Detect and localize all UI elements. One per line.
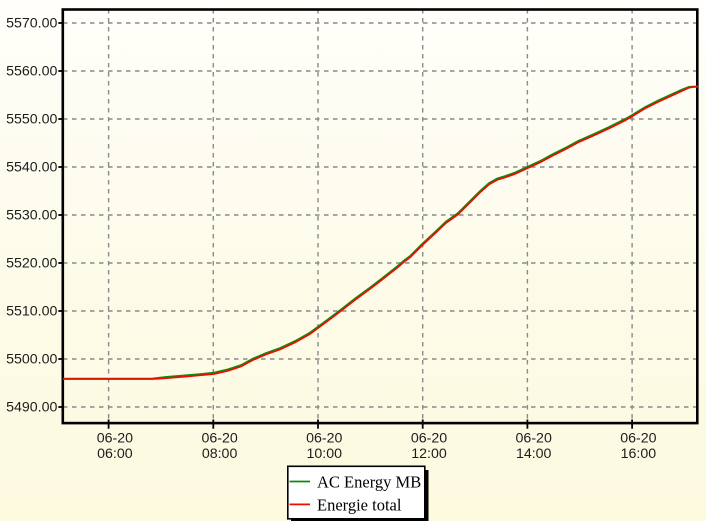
svg-text:5510.00: 5510.00 <box>6 303 57 319</box>
svg-text:5530.00: 5530.00 <box>6 207 57 223</box>
svg-text:06-20: 06-20 <box>306 431 342 447</box>
svg-text:06-20: 06-20 <box>97 431 133 447</box>
svg-text:06-20: 06-20 <box>516 431 552 447</box>
svg-text:5520.00: 5520.00 <box>6 255 57 271</box>
svg-text:5550.00: 5550.00 <box>6 111 57 127</box>
svg-text:Energie total: Energie total <box>317 496 402 515</box>
svg-text:16:00: 16:00 <box>621 446 657 462</box>
svg-text:06-20: 06-20 <box>201 431 237 447</box>
svg-text:AC Energy MB: AC Energy MB <box>317 473 421 492</box>
svg-text:14:00: 14:00 <box>516 446 552 462</box>
svg-text:06-20: 06-20 <box>411 431 447 447</box>
svg-text:10:00: 10:00 <box>307 446 343 462</box>
svg-text:5540.00: 5540.00 <box>6 159 57 175</box>
svg-text:06:00: 06:00 <box>97 446 133 462</box>
svg-text:08:00: 08:00 <box>202 446 238 462</box>
svg-text:5560.00: 5560.00 <box>6 63 57 79</box>
svg-text:06-20: 06-20 <box>620 431 656 447</box>
svg-text:5570.00: 5570.00 <box>6 15 57 31</box>
svg-text:5500.00: 5500.00 <box>6 351 57 367</box>
svg-text:12:00: 12:00 <box>411 446 447 462</box>
svg-text:5490.00: 5490.00 <box>6 399 57 415</box>
